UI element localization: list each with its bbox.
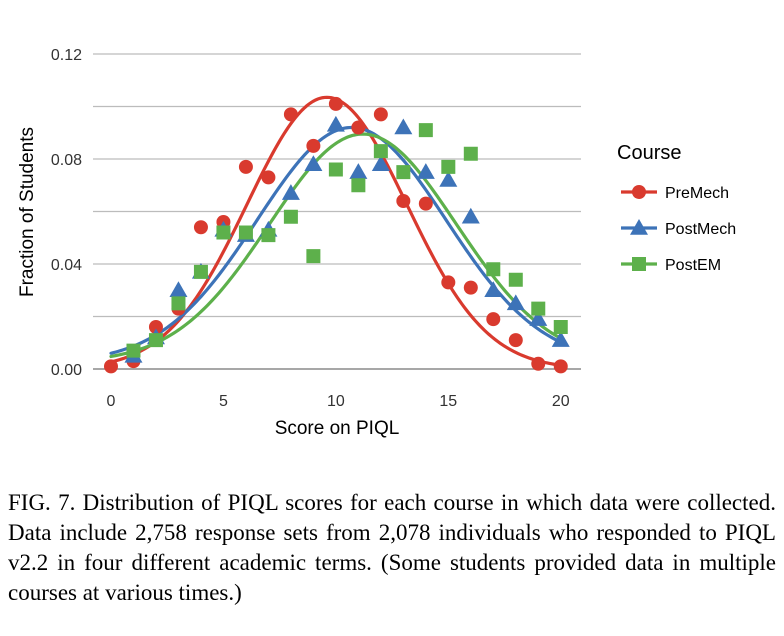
postmech-point <box>371 155 390 171</box>
postem-point <box>306 249 321 264</box>
premech-point <box>328 96 343 111</box>
postem-point <box>126 343 141 358</box>
y-tick-label: 0.08 <box>51 152 82 169</box>
legend-marker <box>632 185 646 199</box>
postem-point <box>531 301 546 316</box>
postmech-point <box>326 115 345 132</box>
x-tick-label: 15 <box>439 393 457 410</box>
postem-point <box>216 225 231 240</box>
postmech-point <box>439 171 458 187</box>
premech-point <box>553 359 568 374</box>
postmech-point <box>529 310 548 326</box>
legend-label: PostEM <box>665 257 721 274</box>
x-tick-label: 10 <box>327 393 345 410</box>
legend-marker <box>632 257 646 271</box>
premech-point <box>373 107 388 122</box>
premech-point <box>103 359 118 374</box>
postmech-point <box>349 163 368 179</box>
legend-title: Course <box>617 142 681 164</box>
postmech-point <box>484 281 503 297</box>
postem-point <box>508 272 523 287</box>
postem-point <box>193 264 208 279</box>
postem-point <box>171 296 186 311</box>
postem-point <box>486 262 501 277</box>
postem-point <box>238 225 253 240</box>
premech-point <box>418 196 433 211</box>
y-tick-label: 0.12 <box>51 47 82 64</box>
postmech-point <box>304 155 323 171</box>
premech-point <box>261 170 276 185</box>
x-tick-label: 20 <box>552 393 570 410</box>
x-tick-label: 5 <box>219 393 228 410</box>
premech-point <box>508 333 523 348</box>
postmech-point <box>506 294 525 311</box>
postem-point <box>351 178 366 193</box>
score-distribution-chart: 0.00 0.04 0.08 0.12 0 5 10 15 20 Score on PIQL F… <box>17 47 736 439</box>
premech-point <box>463 280 478 295</box>
legend-entry-premech: PreMech <box>621 185 729 202</box>
postmech-point <box>551 331 570 347</box>
postmech-point <box>169 281 188 297</box>
premech-point <box>486 312 501 327</box>
postem-point <box>553 320 568 334</box>
legend-marker <box>630 219 648 235</box>
axis-tick-labels: 0.00 0.04 0.08 0.12 0 5 10 15 20 <box>51 47 570 410</box>
legend-label: PostMech <box>665 221 736 238</box>
postem-point <box>396 165 411 180</box>
premech-point <box>306 138 321 153</box>
premech-point <box>193 220 208 235</box>
postem-point <box>148 333 163 348</box>
postmech-point <box>394 118 413 135</box>
legend: Course PreMech PostMech PostEM <box>617 142 736 274</box>
legend-entry-postem: PostEM <box>621 257 721 274</box>
premech-point <box>396 194 411 208</box>
data-markers <box>103 96 570 374</box>
figure-caption: FIG. 7. Distribution of PIQL scores for … <box>8 490 776 605</box>
postmech-point <box>416 163 435 179</box>
postmech-point <box>281 184 300 200</box>
premech-point <box>351 120 366 135</box>
postem-point <box>283 209 298 224</box>
premech-point <box>531 356 546 371</box>
premech-point <box>441 275 456 290</box>
postem-fit-curve <box>109 132 563 359</box>
premech-point <box>283 107 298 122</box>
y-tick-label: 0.04 <box>51 257 82 274</box>
postmech-point <box>461 207 480 224</box>
postem-point <box>261 228 276 243</box>
postem-point <box>328 162 343 177</box>
postem-point <box>418 123 433 138</box>
x-tick-label: 0 <box>107 393 116 410</box>
x-axis-title: Score on PIQL <box>275 418 400 439</box>
y-tick-label: 0.00 <box>51 362 82 379</box>
premech-point <box>238 159 253 174</box>
premech-point <box>148 320 163 334</box>
postem-point <box>373 144 388 159</box>
legend-entry-postmech: PostMech <box>621 219 736 238</box>
y-axis-title: Fraction of Students <box>17 127 38 297</box>
postem-point <box>463 146 478 161</box>
postem-point <box>441 159 456 174</box>
legend-label: PreMech <box>665 185 729 202</box>
